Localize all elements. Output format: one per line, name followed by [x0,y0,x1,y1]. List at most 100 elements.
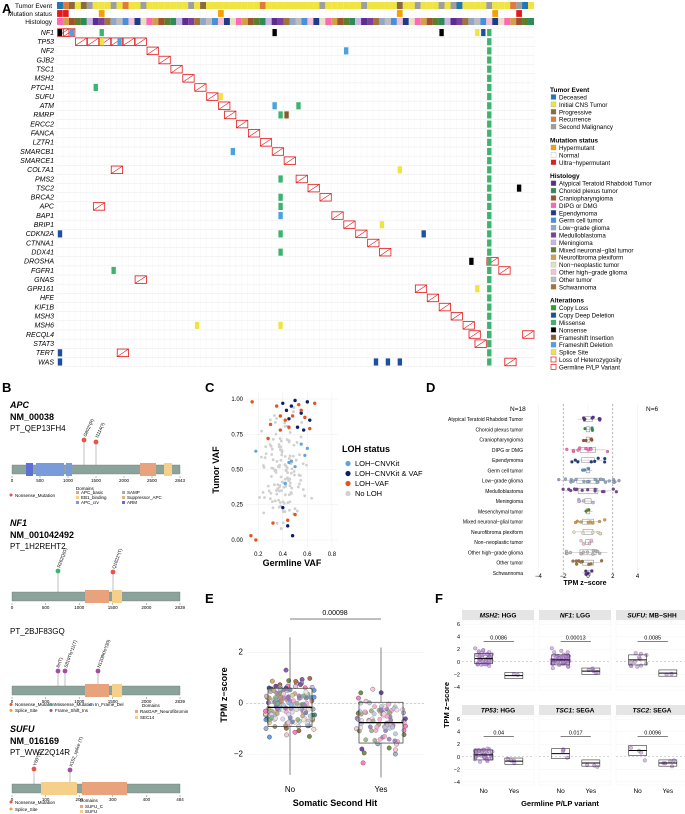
germline-variant-box [87,37,100,46]
e-point-no [296,695,302,701]
c-point-no-loh [295,509,299,513]
c-point-no-loh [274,432,278,436]
c-point-loh-cnvkit [254,449,258,453]
histology-cell [80,18,87,25]
tumor-event-cell [86,2,93,9]
f-point-no [551,661,556,666]
d-category-label: Low−grade glioma [482,479,523,485]
mutation-status-cell [498,9,505,18]
e-point-yes [392,751,398,757]
germline-variant-box [271,147,284,156]
e-point-no [293,678,299,684]
histology-cell [492,18,499,25]
legend-swatch [550,254,557,260]
germline-variant-box [522,330,535,339]
histology-cell [337,18,344,25]
f-pvalue: 0.0096 [644,731,661,737]
mutation-status-cell [462,9,469,18]
nf1-domain-rasgap-2 [85,684,109,697]
alteration-cell [230,147,236,156]
tumor-event-cell [92,2,99,9]
f-point-no [482,662,487,667]
d-point [582,418,587,422]
apc-mut-2: I1114(?) [94,421,106,438]
e-point-yes [369,728,374,734]
f-point-no [644,661,649,666]
histology-cell [241,18,248,25]
tumor-event-cell [498,2,505,9]
axis-tick-label: 0 [11,478,14,483]
legend-swatch [550,284,557,290]
f-pvalue: 0.0085 [644,636,661,642]
germline-variant-box [110,165,123,175]
histology-cell [396,18,403,25]
mutation-status-cell [229,9,236,18]
f-strip [539,610,611,620]
mutation-status-cell [104,9,111,18]
c-point-loh-vaf [297,402,301,407]
germline-variant-slash [134,275,147,284]
germline-variant-slash [498,266,511,275]
c-point-no-loh [263,496,266,499]
d-xtick: 0 [586,574,590,580]
mutation-status-cell [521,9,529,18]
loh-legend-dot [345,460,351,467]
legend-item: DIPG or DMG [559,203,598,210]
tumor-event-cell [355,2,362,9]
d-point [602,489,606,494]
c-point-no-loh [287,493,291,497]
sufu-dom-leg-2 [80,810,83,813]
e-point-yes [361,750,367,756]
germline-variant-slash [415,284,427,293]
panel-label-f: F [435,591,443,606]
histology-cell [92,18,99,25]
f-point-yes [515,672,520,677]
apc-patient: PT_QEP13FH4 [10,424,66,433]
sufu-legend-dot-2 [9,807,13,811]
f-ytick: 0 [457,660,460,666]
alteration-cell [487,221,492,229]
histology-cell [140,18,147,25]
apc-domain-legend-swatch [122,496,125,499]
tumor-event-cell [188,2,195,9]
sufu-mut-1: Y60*(G) [32,749,42,766]
f-point-no [565,755,570,760]
legend-item: Choroid plexus tumor [559,188,618,195]
mutation-status-cell [259,9,266,18]
alteration-cell [487,358,492,366]
c-point-no-loh [271,437,275,441]
d-point [591,530,595,535]
c-point-no-loh [274,470,278,474]
gene-label-pms2: PMS2 [35,176,54,183]
c-point-no-loh [271,500,274,504]
f-xcat-yes: Yes [509,788,520,795]
apc-domain-legend-swatch [122,501,125,504]
germline-variant-slash [93,202,105,211]
legend-swatch [550,159,557,165]
apc-domain-arm [36,463,64,476]
mutation-status-cell [366,9,374,18]
c-point-no-loh [290,491,293,495]
legend-swatch [550,217,557,223]
germline-variant-box [236,119,249,129]
c-point-no-loh [277,498,280,502]
tumor-event-cell [134,2,141,9]
tumor-event-cell [516,2,523,9]
apc-domain-eb1 [164,463,172,476]
c-point-loh-vaf [278,414,283,418]
sufu-legend-dot-1 [9,800,13,804]
f-ylabel: TPM z−score [442,682,451,728]
histology-cell [283,18,290,25]
axis-tick-label: 0 [11,699,14,704]
histology-cell [62,18,69,25]
sufu-dom-leg-2-text: SUFU [85,809,97,814]
apc-domain-legend-label: APC_crv [81,500,100,505]
d-point [611,487,615,491]
alteration-cell [487,102,492,110]
legend-swatch [550,319,557,326]
c-point-no-loh [293,473,296,477]
nf1-mut-legend-dot [89,703,93,706]
d-point [563,477,567,481]
mutation-status-cell [355,9,362,18]
c-point-loh-vaf [250,400,254,404]
